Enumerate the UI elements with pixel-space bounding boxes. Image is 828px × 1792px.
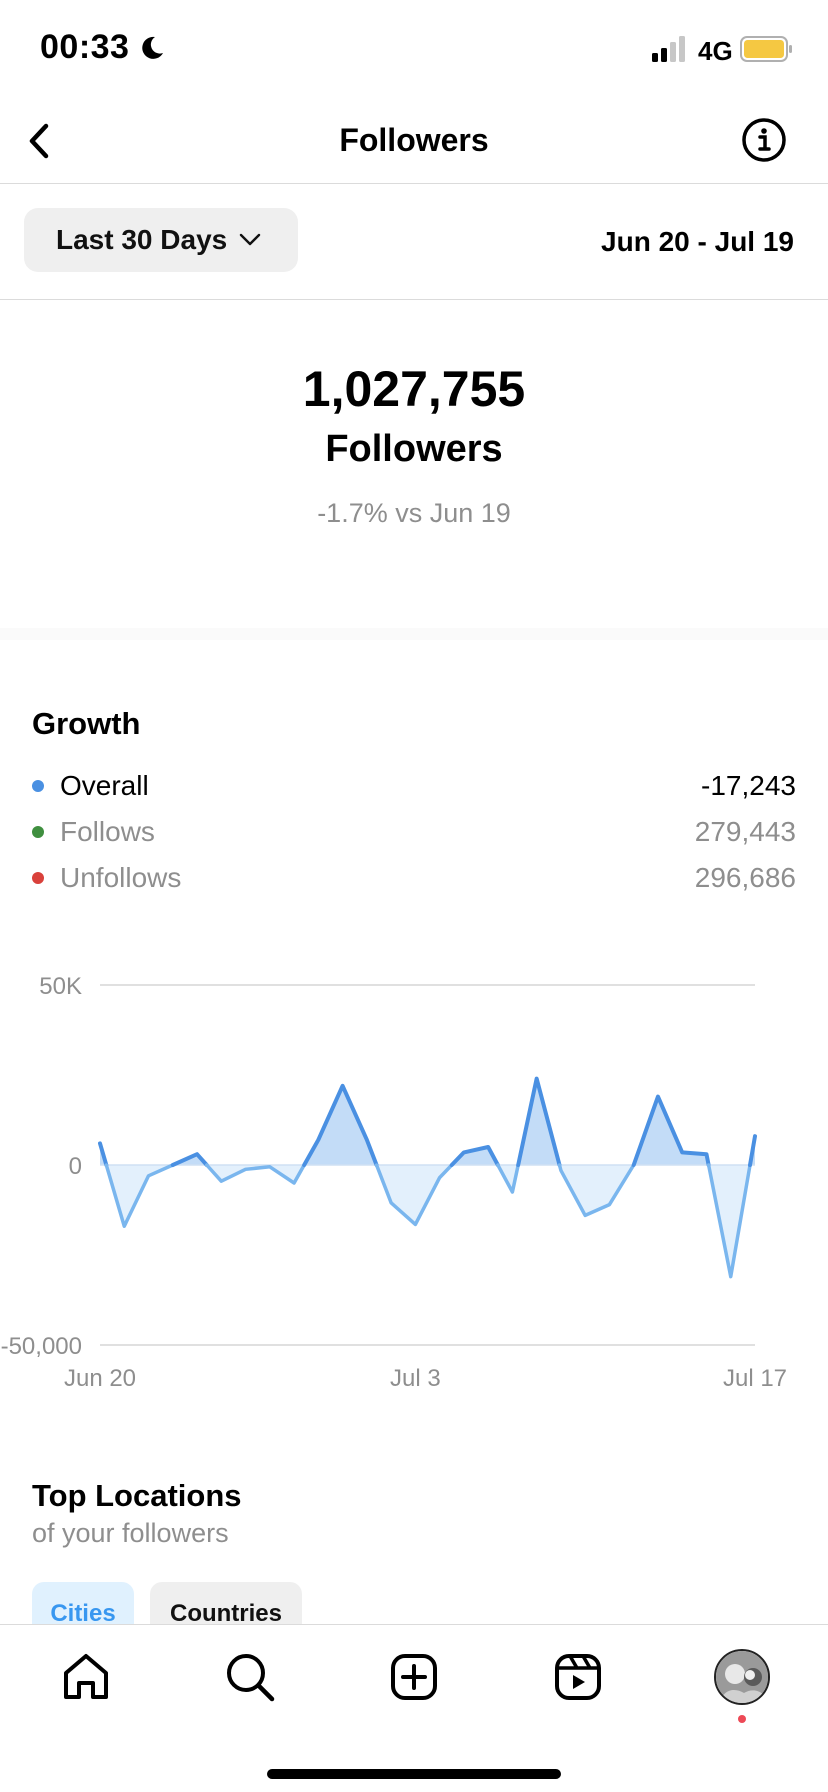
y-tick-label: 50K	[39, 973, 82, 1000]
date-range-dropdown[interactable]: Last 30 Days	[24, 208, 298, 272]
date-range-text: Jun 20 - Jul 19	[601, 226, 794, 257]
negative-area	[206, 1165, 305, 1183]
negative-area	[559, 1165, 634, 1216]
home-indicator	[267, 1769, 561, 1779]
chevron-down-icon	[240, 233, 261, 246]
filter-row: Last 30 Days Jun 20 - Jul 19	[0, 184, 828, 300]
positive-area	[518, 1078, 560, 1165]
legend-name-overall: Overall	[60, 770, 149, 801]
page-title: Followers	[339, 122, 489, 158]
y-tick-label: -50,000	[1, 1333, 82, 1360]
section-divider	[0, 628, 828, 640]
nav-header: Followers	[0, 100, 828, 184]
x-tick-label: Jul 17	[723, 1365, 787, 1392]
y-tick-label: 0	[69, 1153, 82, 1180]
legend-value-follows: 279,443	[694, 816, 796, 847]
negative-area	[376, 1165, 452, 1225]
status-time: 00:33	[40, 28, 130, 66]
legend-name-follows: Follows	[60, 816, 155, 847]
negative-area	[708, 1165, 751, 1277]
cellular-signal-icon	[652, 36, 685, 62]
status-bar: 00:33 4G	[0, 0, 828, 100]
overall-line-positive	[748, 1134, 757, 1167]
overall-line-negative	[706, 1163, 752, 1279]
growth-title: Growth	[32, 706, 141, 741]
profile-photo	[716, 1651, 768, 1703]
overall-line-negative	[374, 1163, 454, 1227]
positive-area	[304, 1085, 377, 1165]
overall-line-negative	[204, 1163, 306, 1185]
follower-label: Followers	[325, 428, 503, 470]
x-tick-label: Jul 3	[390, 1365, 441, 1392]
reels-icon[interactable]	[550, 1649, 606, 1705]
legend-name-unfollows: Unfollows	[60, 862, 182, 893]
top-locations-subtitle: of your followers	[32, 1518, 229, 1548]
overall-line-negative	[557, 1163, 636, 1218]
bottom-tab-bar	[0, 1624, 828, 1792]
legend-dot-overall	[32, 780, 44, 792]
top-locations-title: Top Locations	[32, 1478, 242, 1513]
overall-line-positive	[98, 1141, 109, 1167]
overall-line-negative	[104, 1163, 175, 1228]
network-type: 4G	[698, 36, 733, 66]
new-post-icon[interactable]	[386, 1649, 442, 1705]
overall-line-positive	[170, 1152, 209, 1167]
date-range-dropdown-label: Last 30 Days	[56, 224, 228, 255]
overall-line-positive	[449, 1145, 500, 1167]
legend-row-follows[interactable]: Follows 279,443	[32, 812, 796, 852]
positive-area	[451, 1147, 498, 1165]
back-chevron-icon[interactable]	[22, 118, 58, 164]
legend-dot-unfollows	[32, 872, 44, 884]
follower-delta: -1.7% vs Jun 19	[317, 498, 511, 528]
info-icon[interactable]	[740, 116, 788, 164]
battery-icon	[740, 36, 792, 62]
overall-line-positive	[516, 1076, 562, 1167]
notification-dot	[738, 1715, 746, 1723]
home-icon[interactable]	[58, 1649, 114, 1705]
legend-dot-follows	[32, 826, 44, 838]
x-tick-label: Jun 20	[64, 1365, 136, 1392]
legend-value-overall: -17,243	[701, 770, 796, 801]
moon-icon	[142, 36, 163, 59]
legend-row-unfollows[interactable]: Unfollows 296,686	[32, 858, 796, 898]
overall-line-negative	[496, 1163, 520, 1194]
followers-summary: 1,027,755 Followers -1.7% vs Jun 19	[0, 300, 828, 628]
overall-line-positive	[631, 1094, 711, 1167]
overall-line-positive	[302, 1083, 379, 1167]
follower-count: 1,027,755	[302, 361, 526, 417]
profile-avatar[interactable]	[714, 1649, 770, 1705]
growth-chart[interactable]: 50K 0 -50,000 Jun 20 Jul 3 Jul 17	[0, 960, 828, 1400]
legend-value-unfollows: 296,686	[694, 862, 796, 893]
negative-area	[106, 1165, 173, 1227]
search-icon[interactable]	[222, 1649, 278, 1705]
legend-row-overall: Overall -17,243	[32, 766, 796, 806]
